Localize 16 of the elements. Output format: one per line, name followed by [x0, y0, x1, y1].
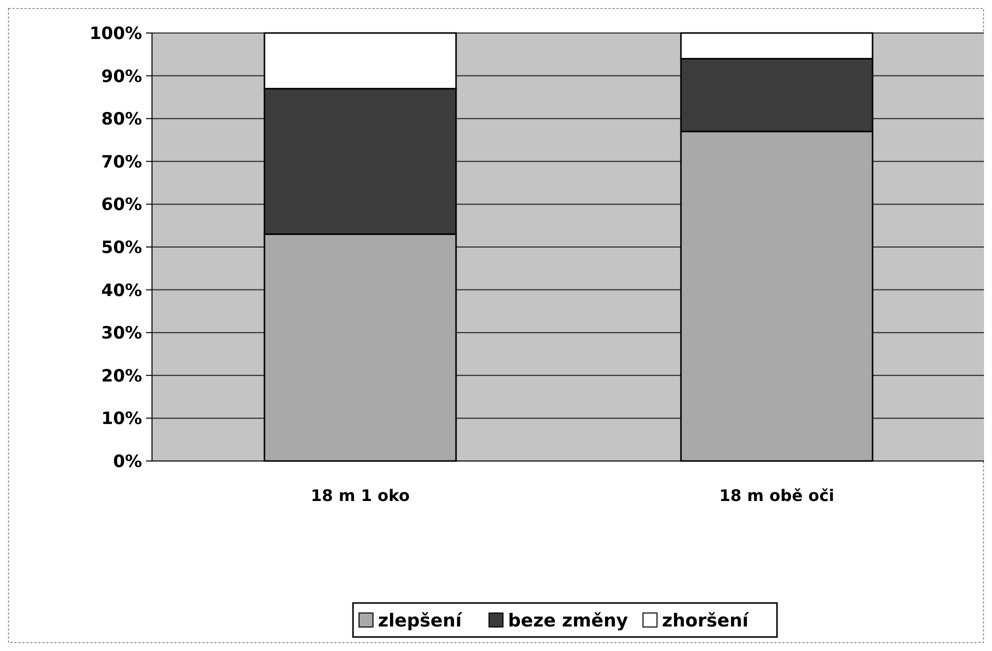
y-tick-label: 10%	[101, 409, 142, 430]
y-tick-label: 40%	[101, 280, 142, 301]
y-tick-label: 30%	[101, 324, 142, 344]
y-tick-label: 80%	[101, 110, 142, 130]
y-tick-label: 50%	[101, 238, 142, 258]
y-tick-label: 90%	[101, 66, 142, 87]
x-tick-label: 18 m obě oči	[719, 486, 834, 505]
x-tick-label: 18 m 1 oko	[310, 486, 410, 505]
y-tick-label: 20%	[101, 366, 142, 386]
y-tick-label: 60%	[101, 195, 142, 216]
legend-label: zhoršení	[662, 610, 750, 632]
legend-label: beze změny	[508, 610, 628, 632]
legend-label: zlepšení	[378, 610, 462, 632]
y-tick-label: 70%	[101, 152, 142, 172]
y-tick-label: 100%	[89, 24, 142, 44]
y-tick-label: 0%	[113, 452, 142, 472]
